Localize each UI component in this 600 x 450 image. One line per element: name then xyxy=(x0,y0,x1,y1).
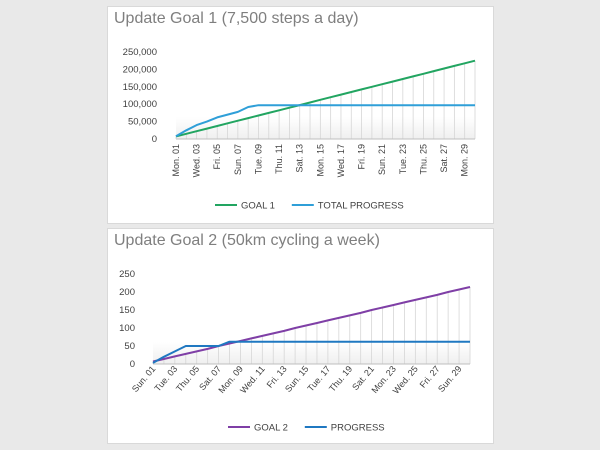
goal-2-y-tick-label: 200 xyxy=(119,287,135,298)
goal-1-x-tick-label: Sun. 21 xyxy=(377,144,387,175)
goal-2-chart-panel: Update Goal 2 (50km cycling a week) 0 50 1… xyxy=(107,228,494,444)
goal-1-x-tick-label: Sun. 07 xyxy=(233,144,243,175)
goal-1-y-tick-label: 0 xyxy=(152,134,157,145)
goal-1-chart-panel: Update Goal 1 (7,500 steps a day) 0 50,00… xyxy=(107,6,494,224)
goal-1-x-tick-label: Thu. 11 xyxy=(274,144,284,174)
goal-1-x-tick-label: Fri. 19 xyxy=(357,144,367,170)
goal-1-chart-title: Update Goal 1 (7,500 steps a day) xyxy=(114,10,359,27)
goal-2-plot-shading xyxy=(153,342,470,364)
goal-1-y-tick-label: 200,000 xyxy=(123,64,157,75)
goal-2-y-tick-label: 0 xyxy=(130,359,135,370)
goal-1-x-tick-label: Fri. 05 xyxy=(212,144,222,170)
goal-1-x-tick-label: Tue. 09 xyxy=(253,144,263,174)
goal-1-series-line-1 xyxy=(175,59,476,138)
goal-2-y-tick-label: 50 xyxy=(124,341,135,352)
goal-1-x-tick-label: Thu. 25 xyxy=(418,144,428,175)
goal-2-legend-label-2: PROGRESS xyxy=(331,423,385,434)
goal-1-x-tick-label: Mon. 15 xyxy=(315,144,325,177)
goal-2-y-tick-label: 100 xyxy=(119,323,135,334)
goal-1-x-tick-label: Sat. 27 xyxy=(439,144,449,173)
goal-1-plot-shading xyxy=(176,117,475,139)
goal-1-x-tick-label: Mon. 01 xyxy=(171,144,181,177)
goal-2-chart-title: Update Goal 2 (50km cycling a week) xyxy=(114,232,380,249)
goal-1-series-line-2 xyxy=(175,104,475,138)
goal-2-y-tick-label: 250 xyxy=(119,269,135,280)
goal-1-y-tick-label: 250,000 xyxy=(123,47,157,58)
goal-1-x-tick-label: Wed. 17 xyxy=(336,144,346,177)
goal-1-y-tick-label: 100,000 xyxy=(123,99,157,110)
goal-2-x-tick-label: Sun. 29 xyxy=(436,364,464,394)
goal-1-x-tick-label: Mon. 29 xyxy=(460,144,470,177)
goal-1-x-tick-label: Sat. 13 xyxy=(295,144,305,173)
goal-2-legend-label-1: GOAL 2 xyxy=(254,423,288,434)
goal-2-series-line-2 xyxy=(152,340,470,364)
goal-1-x-tick-label: Tue. 23 xyxy=(398,144,408,174)
goal-1-y-tick-label: 50,000 xyxy=(128,117,157,128)
goal-1-line-chart: 0 50,000 100,000 150,000 200,000 250,000 Mon. … xyxy=(123,47,476,212)
goal-1-y-tick-label: 150,000 xyxy=(123,82,157,93)
goal-1-legend-label-2: TOTAL PROGRESS xyxy=(318,201,404,212)
goal-2-x-tick-label: Thu. 05 xyxy=(174,364,201,394)
goal-1-legend-label-1: GOAL 1 xyxy=(241,201,275,212)
goal-1-x-tick-label: Wed. 03 xyxy=(192,144,202,177)
goal-2-x-tick-label: Sun. 15 xyxy=(283,364,311,394)
goal-2-y-tick-label: 150 xyxy=(119,305,135,316)
goal-2-x-tick-label: Thu. 19 xyxy=(327,364,354,394)
goal-2-series-line-1 xyxy=(152,286,471,363)
